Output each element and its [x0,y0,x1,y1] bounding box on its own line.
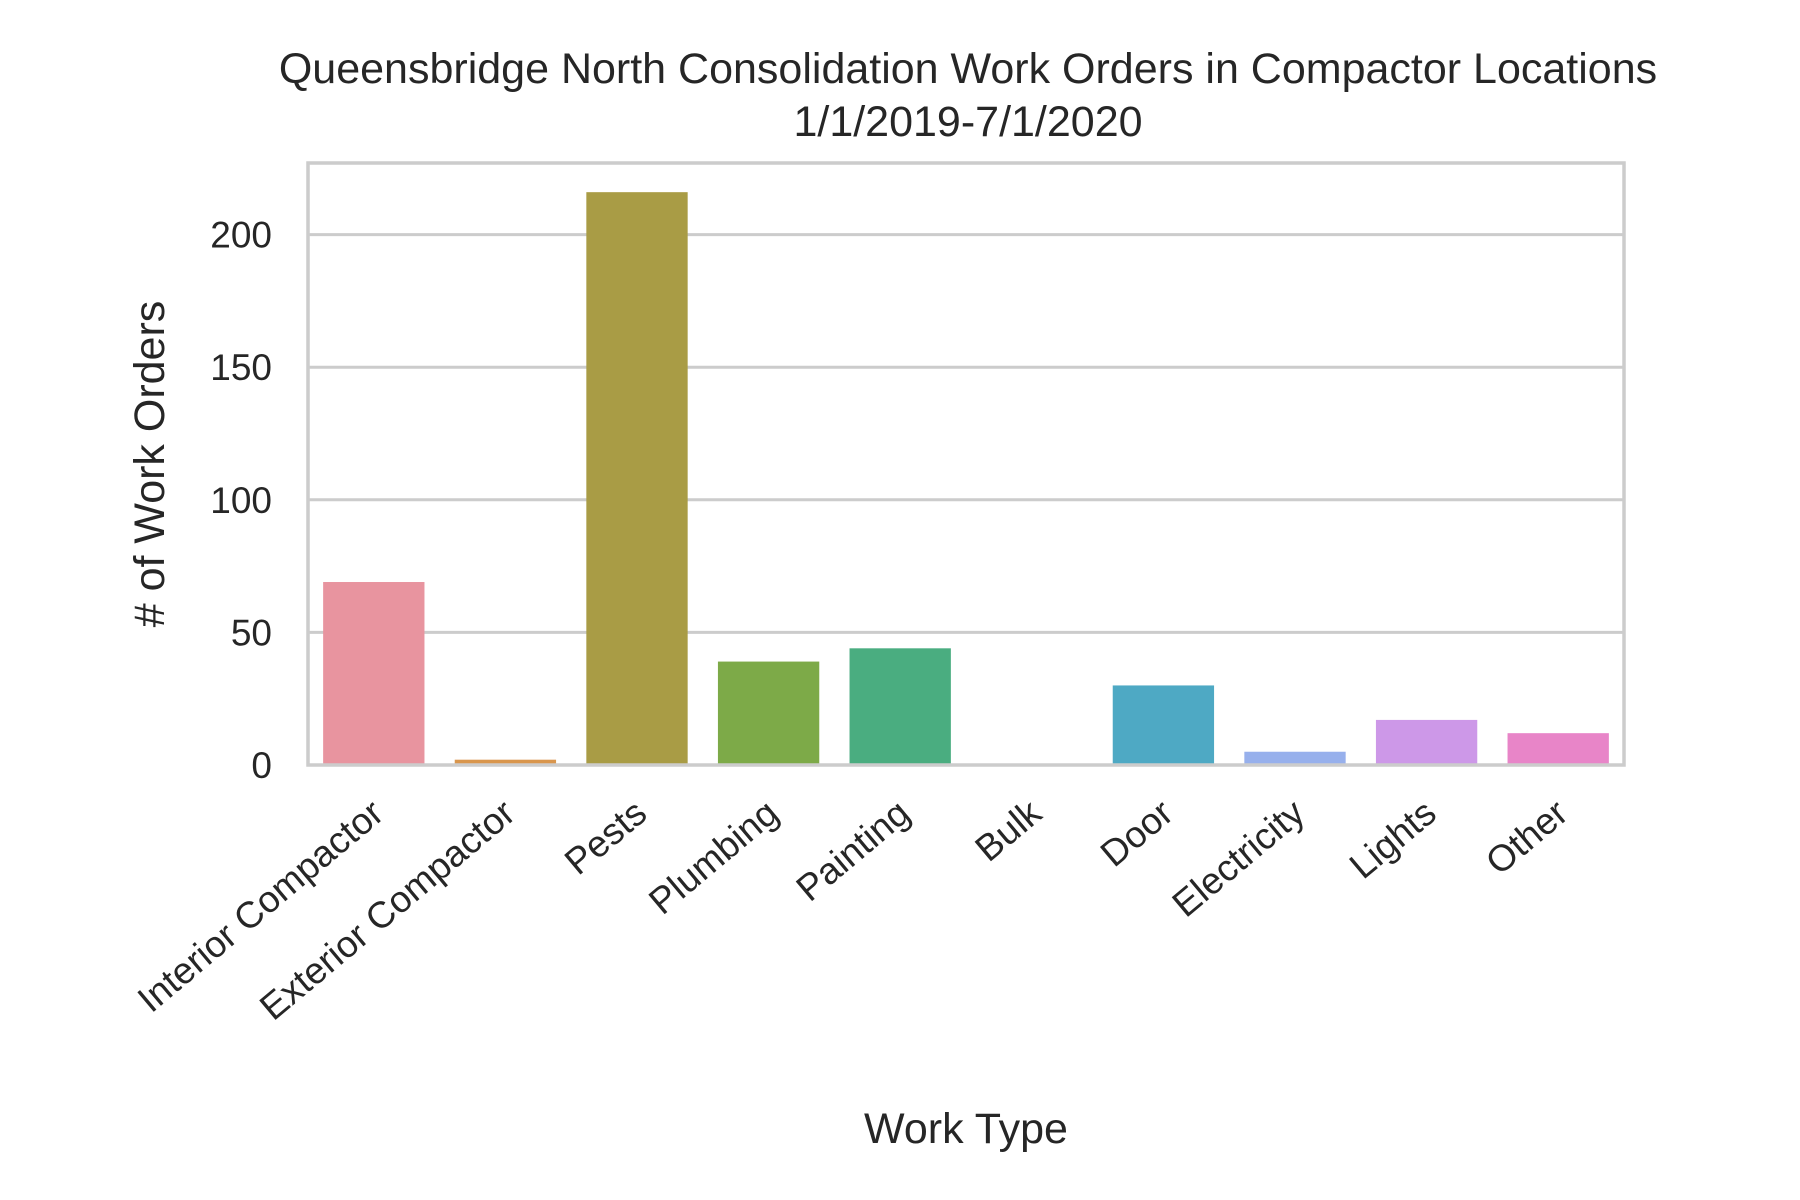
x-tick-label: Pests [557,792,654,883]
y-tick-label: 200 [210,215,272,256]
x-tick-label: Painting [789,792,918,909]
x-tick-label: Other [1478,792,1575,883]
y-tick-label: 50 [231,612,272,653]
x-tick-label: Interior Compactor [130,792,391,1020]
x-tick-label: Plumbing [641,792,786,923]
x-tick-label: Door [1093,792,1181,875]
y-axis-label: # of Work Orders [126,301,174,628]
bar-other [1507,733,1609,765]
y-tick-label: 100 [210,480,272,521]
bar-interior-compactor [323,582,425,765]
y-tick-labels: 0 50 100 150 200 [210,215,272,786]
bar-plumbing [717,661,820,765]
x-tick-label: Lights [1342,792,1444,887]
gridlines [308,233,1624,634]
chart-subtitle: 1/1/2019-7/1/2020 [793,98,1142,146]
y-tick-label: 150 [210,347,272,388]
bar-painting [849,648,951,765]
bar-electricity [1244,751,1346,765]
y-tick-label: 0 [251,745,272,786]
x-tick-label: Electricity [1165,791,1313,924]
bar-lights [1375,719,1478,765]
x-axis-label: Work Type [864,1105,1068,1153]
chart-title: Queensbridge North Consolidation Work Or… [279,45,1657,93]
bars [323,192,1609,765]
plot-frame [306,161,1626,767]
bar-door [1112,685,1215,765]
x-tick-label: Exterior Compactor [252,792,523,1028]
bar-exterior-compactor [454,759,557,765]
x-tick-label: Bulk [967,791,1049,869]
bar-pests [586,192,688,765]
